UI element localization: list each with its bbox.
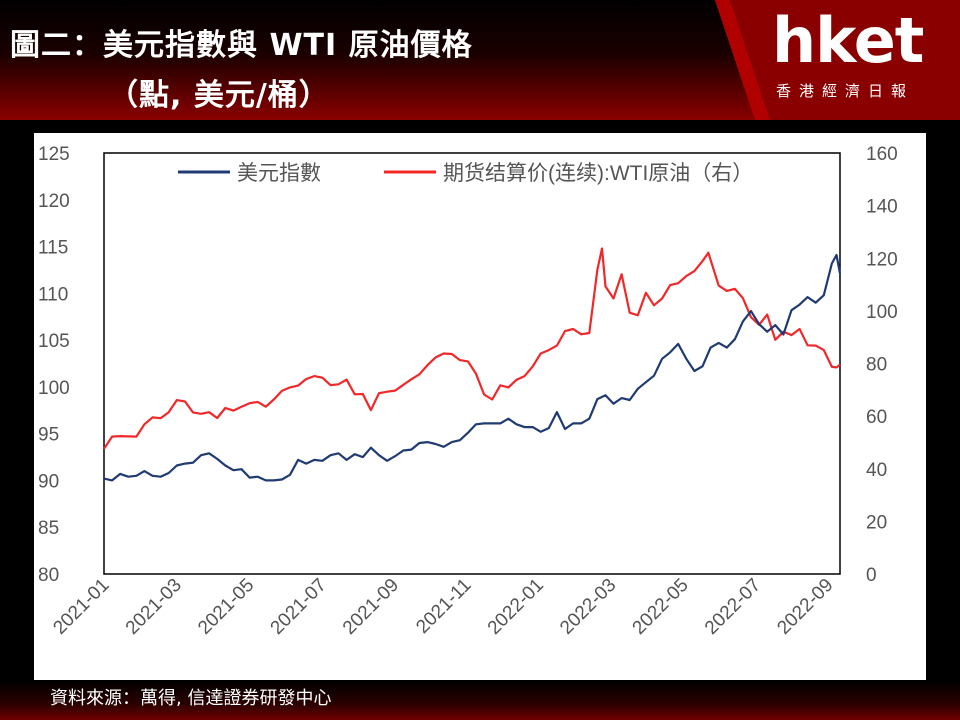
y-right-tick-label: 40 bbox=[866, 460, 887, 481]
legend-label-dxy: 美元指數 bbox=[237, 162, 321, 185]
y-right-tick-label: 160 bbox=[866, 144, 898, 165]
legend-label-wti: 期货结算价(连续):WTI原油（右） bbox=[443, 162, 753, 185]
x-tick-label: 2022-09 bbox=[773, 575, 837, 639]
y-right-tick-label: 80 bbox=[866, 355, 887, 376]
plot-frame bbox=[103, 152, 841, 575]
right-axis: 0 20 40 60 80 100 120 140 160 bbox=[866, 144, 898, 586]
y-left-tick-label: 125 bbox=[38, 144, 70, 165]
y-left-tick-label: 115 bbox=[38, 238, 68, 259]
line-chart: 80 85 90 95 100 105 110 115 120 125 0 20 40 60 80 100 1… bbox=[38, 144, 898, 639]
y-left-tick-label: 80 bbox=[38, 565, 59, 586]
series-layer bbox=[103, 247, 842, 482]
y-right-tick-label: 100 bbox=[866, 302, 898, 323]
y-right-tick-label: 60 bbox=[866, 407, 887, 428]
chart-title-line2: （點, 美元/桶） bbox=[108, 78, 330, 113]
y-right-tick-label: 0 bbox=[866, 565, 877, 586]
x-tick-label: 2022-01 bbox=[484, 575, 548, 639]
y-right-tick-label: 20 bbox=[866, 512, 887, 533]
series-line-dxy bbox=[103, 253, 842, 482]
left-axis: 80 85 90 95 100 105 110 115 120 125 bbox=[38, 144, 70, 586]
chart-title-line1: 圖二：美元指數與 WTI 原油價格 bbox=[10, 28, 473, 63]
x-tick-label: 2021-05 bbox=[194, 575, 258, 639]
y-left-tick-label: 105 bbox=[38, 331, 70, 352]
y-left-tick-label: 95 bbox=[38, 425, 59, 446]
y-left-tick-label: 90 bbox=[38, 471, 59, 492]
source-note: 資料來源：萬得, 信達證券研發中心 bbox=[50, 688, 332, 709]
legend: 美元指數 期货结算价(连续):WTI原油（右） bbox=[178, 162, 753, 185]
series-line-wti bbox=[103, 247, 841, 450]
footer-banner bbox=[0, 680, 960, 720]
x-tick-label: 2022-07 bbox=[701, 575, 765, 639]
hket-logo: hket bbox=[772, 4, 924, 77]
y-left-tick-label: 100 bbox=[38, 378, 70, 399]
x-tick-label: 2021-09 bbox=[339, 575, 403, 639]
logo-backdrop bbox=[715, 0, 960, 120]
y-left-tick-label: 120 bbox=[38, 191, 70, 212]
y-left-tick-label: 110 bbox=[38, 284, 68, 305]
hket-logo-subtitle: 香港經濟日報 bbox=[776, 82, 915, 100]
x-axis: 2021-01 2021-03 2021-05 2021-07 2021-09 2021-… bbox=[49, 575, 837, 639]
x-tick-label: 2022-03 bbox=[556, 575, 620, 639]
y-right-tick-label: 140 bbox=[866, 197, 898, 218]
y-right-tick-label: 120 bbox=[866, 249, 898, 270]
x-tick-label: 2021-07 bbox=[267, 575, 331, 639]
y-left-tick-label: 85 bbox=[38, 518, 59, 539]
x-tick-label: 2022-05 bbox=[629, 575, 693, 639]
chart-panel: 80 85 90 95 100 105 110 115 120 125 0 20 40 60 80 100 1… bbox=[34, 133, 926, 680]
x-tick-label: 2021-11 bbox=[412, 575, 475, 638]
x-tick-label: 2021-03 bbox=[122, 575, 186, 639]
